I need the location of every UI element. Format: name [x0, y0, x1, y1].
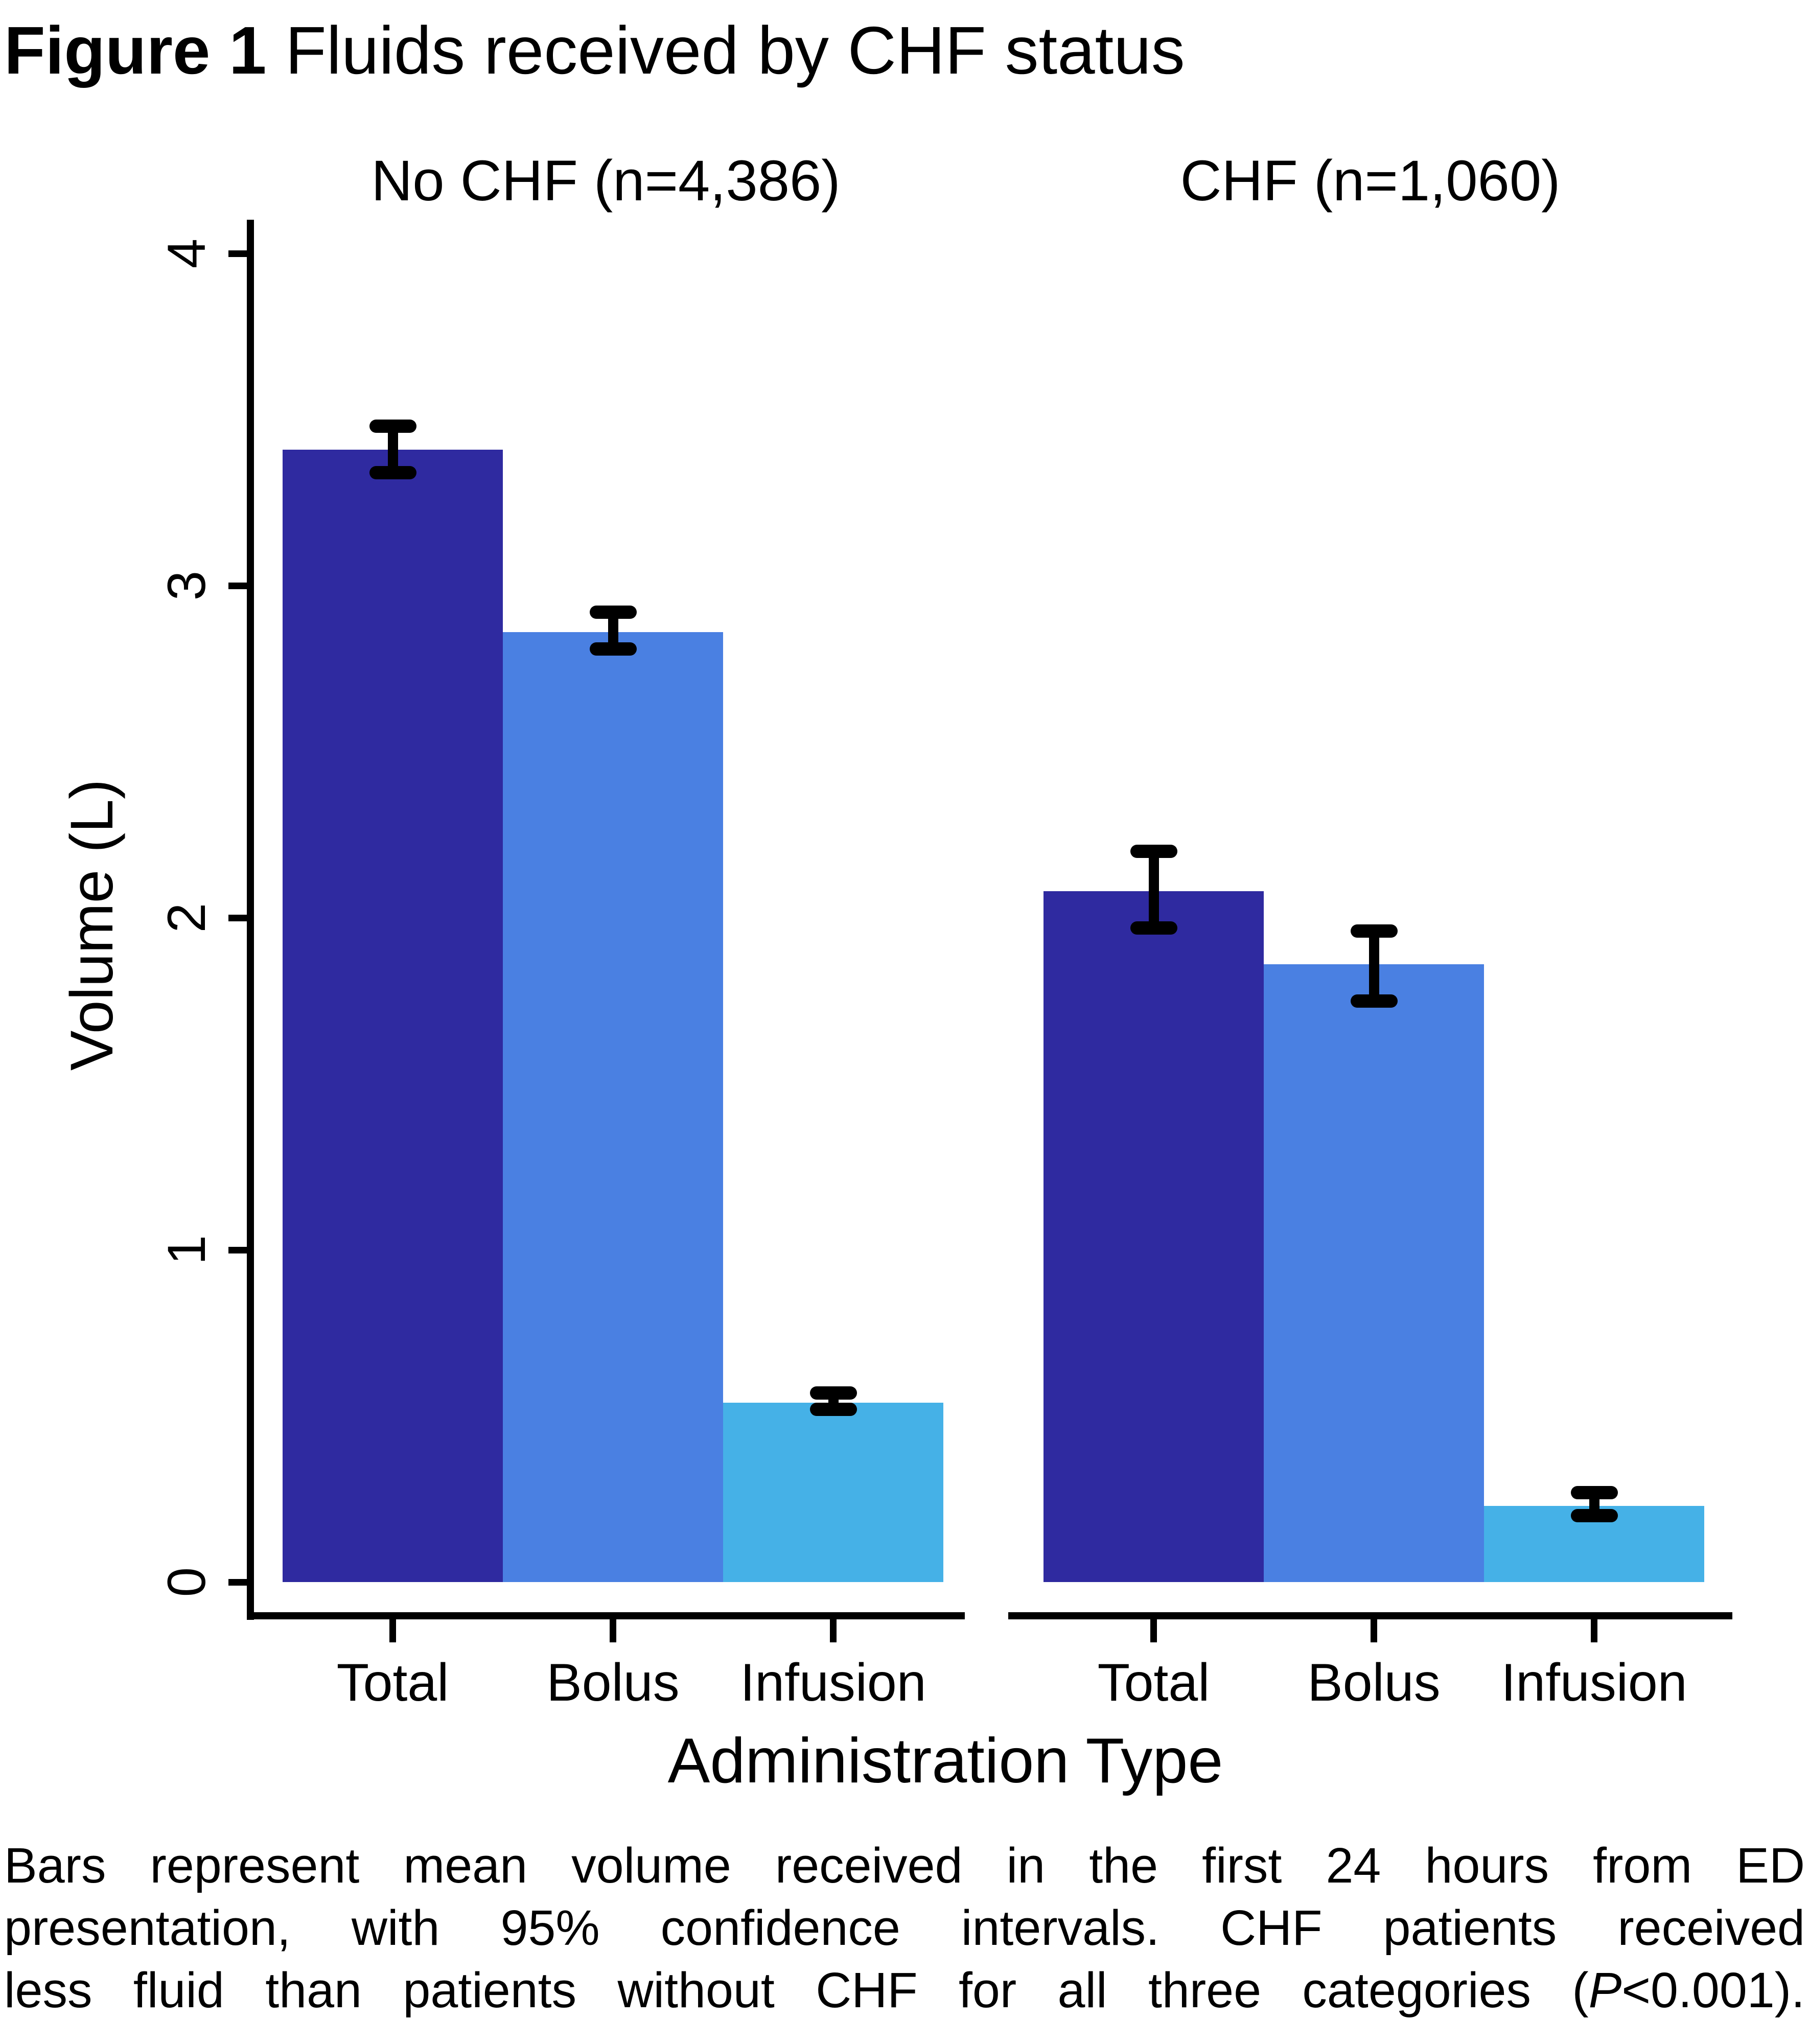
bar-total-no-chf	[283, 449, 503, 1582]
figure-caption: Bars represent mean volume received in t…	[4, 1834, 1805, 2022]
x-tick-infusion	[830, 1619, 837, 1642]
figure-number-label: Figure 1	[4, 13, 267, 88]
error-bar-cap-upper	[1350, 924, 1398, 938]
error-bar-cap-upper	[1570, 1485, 1618, 1499]
error-bar-cap-upper	[1130, 845, 1177, 858]
error-bar-cap-lower	[1130, 921, 1177, 935]
x-tick-total	[389, 1619, 396, 1642]
error-bar-cap-lower	[809, 1403, 857, 1416]
bar-infusion-no-chf	[723, 1403, 943, 1582]
x-axis-title: Administration Type	[667, 1726, 1223, 1796]
caption-line-1: Bars represent mean volume received in t…	[4, 1838, 1805, 1893]
bar-bolus-no-chf	[503, 632, 723, 1582]
caption-line-3-end: <0.001).	[1621, 1962, 1805, 2018]
x-tick-label-total: Total	[1097, 1653, 1210, 1712]
y-tick-label-3: 3	[157, 570, 217, 601]
y-tick-4	[228, 250, 247, 257]
caption-line-3: less fluid than patients without CHF for…	[4, 1959, 1805, 2022]
caption-line-2: presentation, with 95% confidence interv…	[4, 1900, 1805, 1956]
x-tick-label-infusion: Infusion	[740, 1653, 926, 1712]
bar-total-chf	[1043, 891, 1264, 1582]
y-tick-3	[228, 582, 247, 589]
caption-p-italic: P	[1588, 1962, 1622, 2018]
caption-line-3-text: less fluid than patients without CHF for…	[4, 1962, 1589, 2018]
x-tick-label-bolus: Bolus	[546, 1653, 680, 1712]
x-axis-line-left	[247, 1612, 965, 1619]
x-tick-bolus	[610, 1619, 616, 1642]
y-axis-line	[247, 220, 254, 1620]
y-tick-label-0: 0	[157, 1567, 217, 1597]
error-bar-cap-lower	[1570, 1509, 1618, 1522]
x-tick-label-bolus: Bolus	[1307, 1653, 1441, 1712]
error-bar-cap-upper	[589, 606, 637, 619]
figure-title-text: Fluids received by CHF status	[266, 13, 1185, 88]
y-tick-label-4: 4	[157, 238, 217, 269]
y-tick-label-2: 2	[157, 902, 217, 933]
x-tick-infusion	[1591, 1619, 1597, 1642]
error-bar-cap-lower	[369, 466, 416, 479]
y-tick-label-1: 1	[157, 1235, 217, 1265]
error-bar-line	[1148, 851, 1159, 928]
x-tick-total	[1150, 1619, 1157, 1642]
error-bar-line	[1369, 931, 1379, 1001]
y-tick-0	[228, 1578, 247, 1586]
error-bar-line	[387, 426, 398, 473]
bar-bolus-chf	[1264, 964, 1484, 1582]
error-bar-cap-upper	[369, 420, 416, 433]
error-bar-cap-lower	[589, 642, 637, 656]
x-tick-bolus	[1371, 1619, 1377, 1642]
panel-header-no-chf: No CHF (n=4,386)	[371, 149, 841, 213]
figure-title: Figure 1 Fluids received by CHF status	[4, 13, 1185, 87]
error-bar-cap-lower	[1350, 994, 1398, 1008]
x-axis-line-right	[1008, 1612, 1732, 1619]
error-bar-cap-upper	[809, 1386, 857, 1400]
y-tick-1	[228, 1246, 247, 1253]
panel-header-chf: CHF (n=1,060)	[1180, 149, 1561, 213]
error-bar-line	[608, 612, 618, 649]
x-tick-label-total: Total	[336, 1653, 449, 1712]
x-tick-label-infusion: Infusion	[1501, 1653, 1687, 1712]
y-tick-2	[228, 914, 247, 921]
